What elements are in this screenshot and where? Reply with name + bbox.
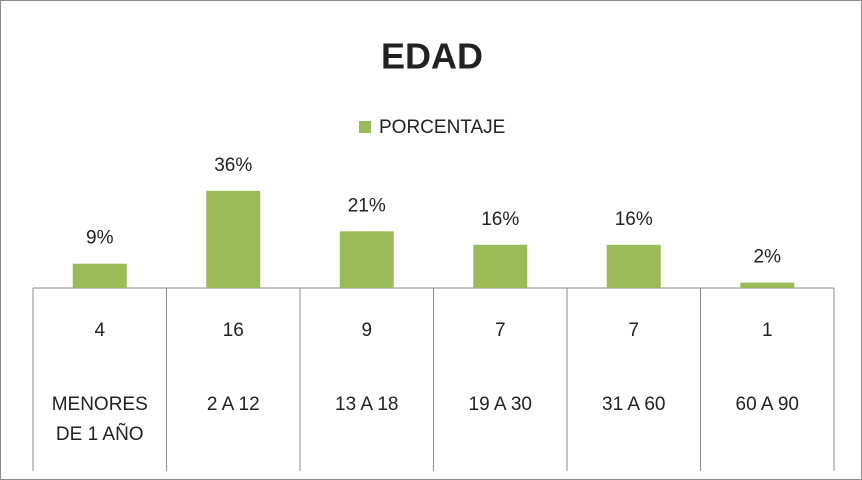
bar [606, 244, 661, 288]
data-label: 21% [348, 195, 386, 216]
data-label: 16% [615, 209, 653, 230]
category-label: 19 A 30 [468, 394, 532, 415]
bar [206, 190, 261, 288]
data-label: 9% [86, 228, 114, 249]
category-label: 31 A 60 [602, 394, 666, 415]
category-label: 2 A 12 [206, 394, 260, 415]
legend-swatch [359, 121, 371, 133]
category-label: 60 A 90 [735, 394, 799, 415]
count-cell: 7 [494, 320, 506, 341]
category-label: 13 A 18 [335, 394, 399, 415]
count-cell: 9 [361, 320, 373, 341]
count-cell: 1 [761, 320, 773, 341]
category-label: MENORES DE 1 AÑO [51, 394, 148, 445]
count-cell: 4 [94, 320, 106, 341]
count-cell: 16 [222, 320, 244, 341]
bar [339, 231, 394, 288]
bar [740, 282, 795, 288]
data-label: 16% [481, 209, 519, 230]
data-label: 36% [214, 155, 252, 176]
chart-title: EDAD [381, 36, 483, 77]
legend-label: PORCENTAJE [379, 117, 505, 138]
count-cell: 7 [628, 320, 640, 341]
bar [473, 244, 528, 288]
data-label: 2% [754, 247, 782, 268]
bar [72, 263, 127, 288]
